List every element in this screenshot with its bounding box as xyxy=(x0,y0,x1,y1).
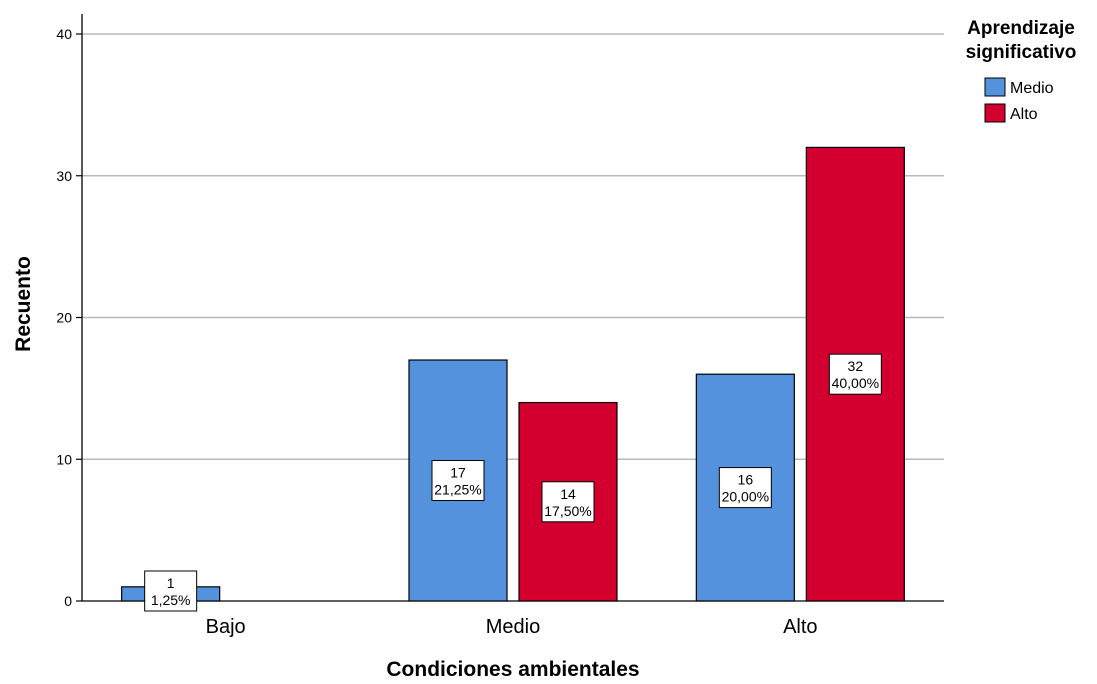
legend-title-line-1: Aprendizaje xyxy=(967,18,1075,39)
axes xyxy=(81,14,944,602)
legend-swatch xyxy=(984,103,1006,123)
legend-label: Medio xyxy=(1010,80,1054,97)
y-tick-label: 30 xyxy=(56,168,72,184)
gridlines xyxy=(76,33,944,602)
data-label-count: 32 xyxy=(848,358,864,374)
y-tick-label: 20 xyxy=(56,310,72,326)
data-label-count: 17 xyxy=(450,465,466,481)
legend-title-line-2: significativo xyxy=(966,42,1077,63)
data-label-count: 16 xyxy=(738,472,754,488)
y-tick-label: 40 xyxy=(56,26,72,42)
data-label-box xyxy=(431,460,485,502)
x-tick-labels: Bajo Medio Alto xyxy=(206,616,818,638)
x-tick-label: Medio xyxy=(486,616,540,638)
data-label-box xyxy=(718,467,772,509)
legend-swatch xyxy=(984,77,1006,97)
x-tick-label: Bajo xyxy=(206,616,246,638)
legend: Aprendizaje significativo Medio Alto xyxy=(966,18,1077,123)
data-label-percent: 1,25% xyxy=(151,592,191,608)
x-axis-title: Condiciones ambientales xyxy=(386,658,639,681)
data-label-box xyxy=(541,481,595,523)
data-label-box xyxy=(828,353,882,395)
data-label-percent: 17,50% xyxy=(544,503,591,519)
legend-items: Medio Alto xyxy=(984,77,1054,123)
y-tick-label: 0 xyxy=(64,593,72,609)
data-label-count: 1 xyxy=(167,575,175,591)
data-label-percent: 21,25% xyxy=(434,482,481,498)
y-tick-labels: 0 10 20 30 40 xyxy=(56,26,72,609)
data-label-count: 14 xyxy=(560,486,576,502)
legend-label: Alto xyxy=(1010,106,1038,123)
data-label-percent: 20,00% xyxy=(722,489,769,505)
bars xyxy=(121,146,905,602)
y-axis-title: Recuento xyxy=(12,256,35,352)
y-tick-label: 10 xyxy=(56,451,72,467)
x-tick-label: Alto xyxy=(783,616,817,638)
data-label-percent: 40,00% xyxy=(832,375,879,391)
data-label-box xyxy=(144,570,198,612)
